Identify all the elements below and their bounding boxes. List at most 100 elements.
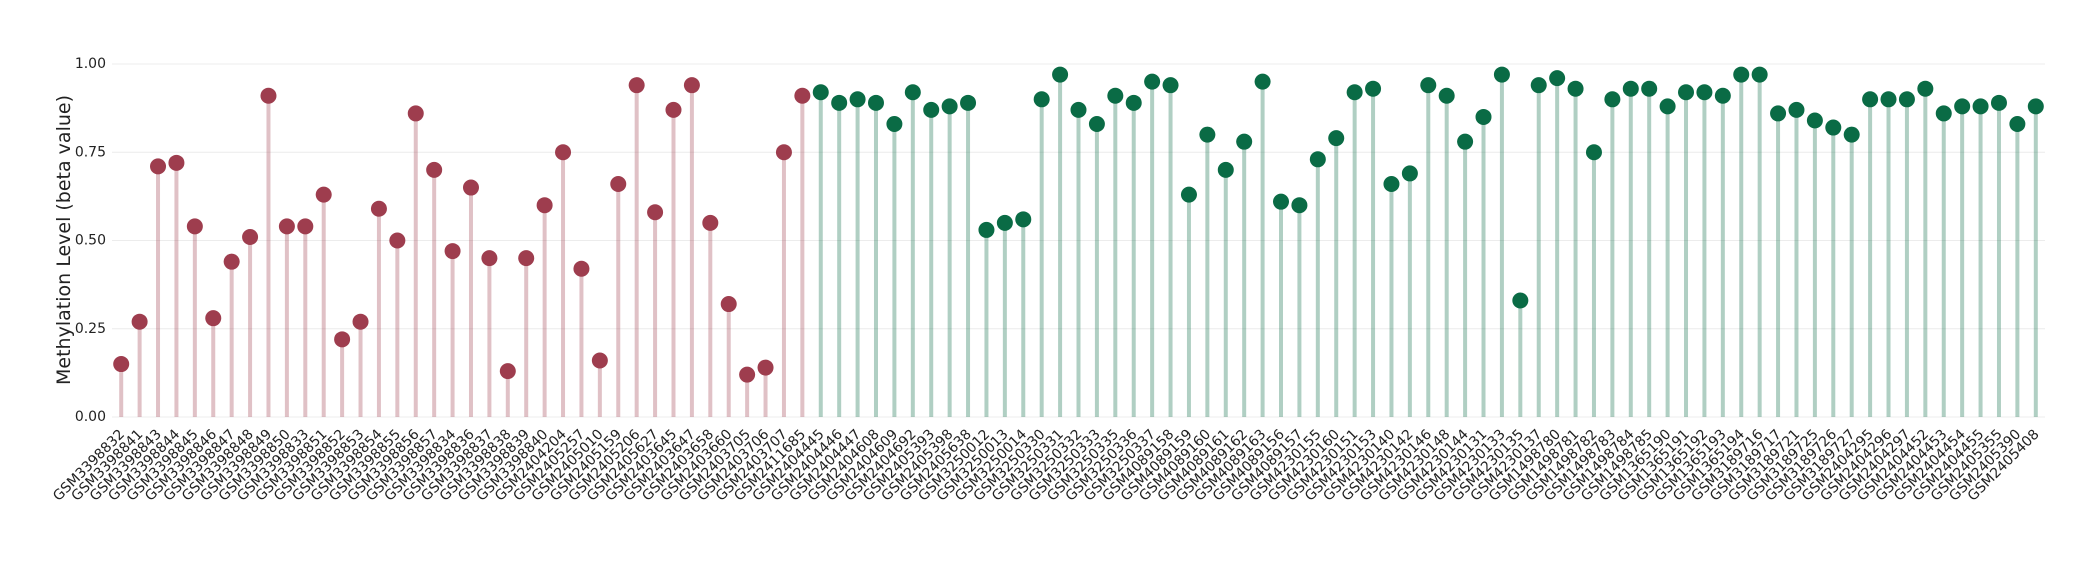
dot — [702, 214, 719, 231]
dot — [223, 253, 240, 270]
dot — [113, 356, 130, 373]
dot — [812, 84, 829, 101]
dot — [481, 250, 498, 267]
dot — [1438, 87, 1455, 104]
dot — [1328, 130, 1345, 147]
y-tick-label: 1.00 — [75, 56, 106, 72]
dot — [941, 98, 958, 115]
dot — [1972, 98, 1989, 115]
dot — [297, 218, 314, 235]
dot — [1273, 193, 1290, 210]
dot — [555, 144, 572, 161]
dot — [757, 359, 774, 376]
dot — [1144, 73, 1161, 90]
dot — [1862, 91, 1879, 108]
dot — [1475, 108, 1492, 125]
dot — [665, 101, 682, 118]
dot — [1070, 101, 1087, 118]
dot — [1696, 84, 1713, 101]
dot — [1954, 98, 1971, 115]
dot — [536, 197, 553, 214]
dot — [1291, 197, 1308, 214]
dot — [1254, 73, 1271, 90]
dot — [831, 94, 848, 111]
dot — [131, 313, 148, 330]
dot — [1990, 94, 2007, 111]
dot — [1052, 66, 1069, 83]
dot — [1383, 176, 1400, 193]
dot — [886, 116, 903, 133]
dot — [1567, 80, 1584, 97]
dot — [960, 94, 977, 111]
dot — [1180, 186, 1197, 203]
dot — [1825, 119, 1842, 136]
dot — [1309, 151, 1326, 168]
dot — [205, 310, 222, 327]
dot — [315, 186, 332, 203]
dot — [352, 313, 369, 330]
dot — [186, 218, 203, 235]
dot — [978, 221, 995, 238]
dot — [2027, 98, 2044, 115]
dot — [1659, 98, 1676, 115]
dot — [904, 84, 921, 101]
dot — [1162, 77, 1179, 94]
dot — [794, 87, 811, 104]
dot — [996, 214, 1013, 231]
dot — [444, 243, 461, 260]
dot — [1217, 161, 1234, 178]
dot — [1917, 80, 1934, 97]
dot — [370, 200, 387, 217]
dot — [1604, 91, 1621, 108]
dot — [1530, 77, 1547, 94]
dot — [1493, 66, 1510, 83]
dot — [1678, 84, 1695, 101]
dot — [775, 144, 792, 161]
dot — [278, 218, 295, 235]
dot — [1549, 70, 1566, 87]
dot — [2009, 116, 2026, 133]
dot — [334, 331, 351, 348]
dot — [260, 87, 277, 104]
y-axis-title: Methylation Level (beta value) — [53, 95, 75, 385]
dot — [1512, 292, 1529, 309]
dot — [1770, 105, 1787, 122]
dot — [739, 366, 756, 383]
dot — [591, 352, 608, 369]
dot — [1401, 165, 1418, 182]
dot — [426, 161, 443, 178]
dot — [628, 77, 645, 94]
dot — [1714, 87, 1731, 104]
dot — [389, 232, 406, 249]
dot — [1898, 91, 1915, 108]
dot — [1751, 66, 1768, 83]
dot — [1365, 80, 1382, 97]
dot — [1733, 66, 1750, 83]
dot — [1622, 80, 1639, 97]
dot — [849, 91, 866, 108]
dot — [1107, 87, 1124, 104]
y-tick-label: 0.00 — [75, 409, 106, 425]
y-tick-label: 0.75 — [75, 144, 106, 160]
dot — [1843, 126, 1860, 143]
dot — [1457, 133, 1474, 150]
dot — [720, 296, 737, 313]
dot — [1585, 144, 1602, 161]
dot — [867, 94, 884, 111]
dot — [518, 250, 535, 267]
dot — [1125, 94, 1142, 111]
dot — [242, 228, 259, 245]
dot — [1088, 116, 1105, 133]
dot — [1346, 84, 1363, 101]
dot — [1033, 91, 1050, 108]
dot — [1015, 211, 1032, 228]
dot — [1806, 112, 1823, 129]
dot — [499, 363, 516, 380]
y-tick-label: 0.25 — [75, 321, 106, 337]
dot — [407, 105, 424, 122]
dot — [610, 176, 627, 193]
dot — [150, 158, 167, 175]
dot — [1935, 105, 1952, 122]
